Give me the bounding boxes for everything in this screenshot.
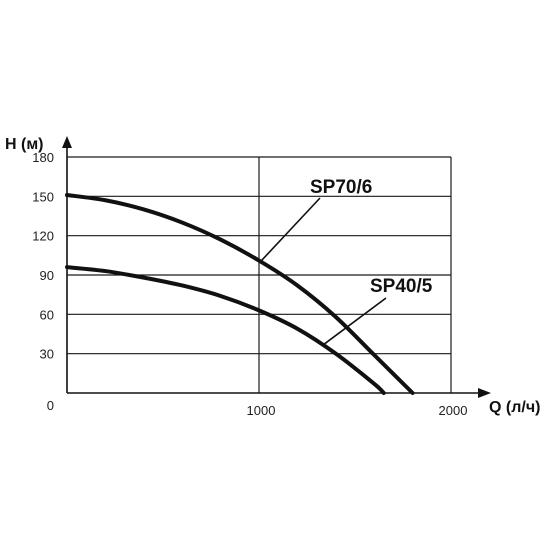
series-line-sp70-6 (65, 193, 415, 395)
y-tick-label: 180 (32, 150, 54, 165)
axis-layer: 0 30 60 90 120 150 180 1000 2000 (32, 136, 491, 418)
series-leader-line (322, 297, 387, 346)
y-tick-label: 90 (40, 268, 54, 283)
curve-layer (65, 193, 415, 395)
series-line-sp40-5 (65, 265, 386, 395)
series-leader-line (259, 197, 321, 263)
y-axis-title: H (м) (5, 136, 44, 153)
series-label: SP40/5 (370, 276, 433, 297)
x-tick-label: 2000 (439, 403, 468, 418)
y-tick-label: 150 (32, 189, 54, 204)
y-tick-label: 30 (40, 347, 54, 362)
series-label: SP70/6 (310, 177, 372, 198)
x-axis-title: Q (л/ч) (489, 399, 540, 416)
x-axis-arrow (478, 388, 491, 398)
label-layer: SP70/6 SP40/5 (259, 177, 433, 346)
y-tick-label: 120 (32, 229, 54, 244)
y-axis-arrow (62, 136, 72, 148)
y-tick-label: 60 (40, 307, 54, 322)
x-tick-label: 1000 (247, 403, 276, 418)
y-tick-label: 0 (47, 398, 54, 413)
